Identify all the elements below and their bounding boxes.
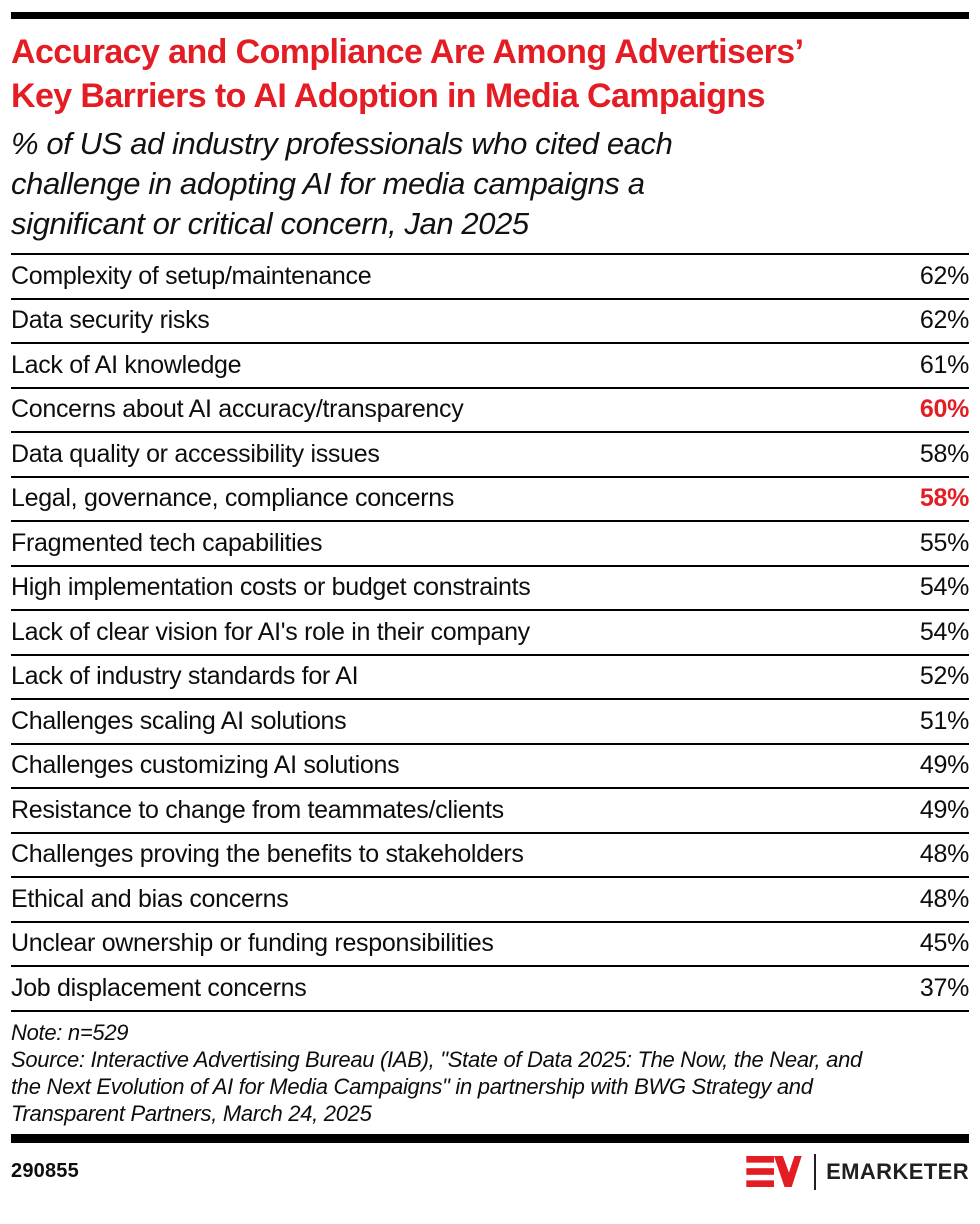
brand-wordmark: EMARKETER — [826, 1158, 969, 1184]
row-label: High implementation costs or budget cons… — [11, 573, 531, 602]
emarketer-logo: EMARKETER — [746, 1153, 969, 1190]
page-subtitle-line3: significant or critical concern, Jan 202… — [11, 206, 529, 241]
row-label: Ethical and bias concerns — [11, 884, 289, 913]
row-value: 49% — [919, 795, 969, 824]
table-row: Data security risks 62% — [11, 300, 969, 344]
row-label: Concerns about AI accuracy/transparency — [11, 395, 464, 424]
table-row: Complexity of setup/maintenance 62% — [11, 255, 969, 300]
row-value: 45% — [919, 929, 969, 958]
row-label: Data security risks — [11, 306, 210, 335]
row-value: 58% — [919, 484, 969, 513]
page-subtitle-line2: challenge in adopting AI for media campa… — [11, 166, 645, 201]
row-value: 37% — [919, 973, 969, 1002]
row-label: Lack of clear vision for AI's role in th… — [11, 617, 530, 646]
row-label: Data quality or accessibility issues — [11, 439, 380, 468]
source-text-line1: Source: Interactive Advertising Bureau (… — [11, 1046, 862, 1072]
row-value: 54% — [919, 617, 969, 646]
row-value: 61% — [919, 350, 969, 379]
table-row: Lack of clear vision for AI's role in th… — [11, 611, 969, 656]
top-rule — [11, 12, 969, 19]
table-row: Data quality or accessibility issues 58% — [11, 433, 969, 478]
table-row: Challenges scaling AI solutions 51% — [11, 700, 969, 745]
row-label: Complexity of setup/maintenance — [11, 261, 372, 290]
bottom-rule — [11, 1133, 969, 1143]
row-value: 51% — [919, 706, 969, 735]
row-label: Lack of industry standards for AI — [11, 662, 359, 691]
row-label: Challenges proving the benefits to stake… — [11, 840, 524, 869]
row-label: Unclear ownership or funding responsibil… — [11, 929, 494, 958]
table-row: Concerns about AI accuracy/transparency … — [11, 389, 969, 433]
row-label: Challenges scaling AI solutions — [11, 706, 347, 735]
footer: 290855 EMARKETER — [11, 1153, 969, 1190]
table-row: Lack of industry standards for AI 52% — [11, 656, 969, 700]
row-value: 60% — [919, 395, 969, 424]
row-label: Resistance to change from teammates/clie… — [11, 795, 504, 824]
table-row: Unclear ownership or funding responsibil… — [11, 923, 969, 967]
table-row: Resistance to change from teammates/clie… — [11, 789, 969, 834]
page-subtitle-line1: % of US ad industry professionals who ci… — [11, 126, 673, 161]
row-label: Challenges customizing AI solutions — [11, 751, 400, 780]
page-title-line2: Key Barriers to AI Adoption in Media Cam… — [11, 77, 765, 115]
row-value: 62% — [919, 306, 969, 335]
row-value: 48% — [919, 840, 969, 869]
logo-divider — [814, 1153, 817, 1190]
row-value: 55% — [919, 528, 969, 557]
notes-block: Note: n=529 Source: Interactive Advertis… — [11, 1019, 969, 1127]
row-value: 49% — [919, 751, 969, 780]
source-text-line2: the Next Evolution of AI for Media Campa… — [11, 1073, 813, 1099]
row-label: Legal, governance, compliance concerns — [11, 484, 455, 513]
table-row: Ethical and bias concerns 48% — [11, 878, 969, 923]
row-label: Lack of AI knowledge — [11, 350, 242, 379]
table-row: Legal, governance, compliance concerns 5… — [11, 478, 969, 522]
table-row: Job displacement concerns 37% — [11, 967, 969, 1012]
em-monogram-icon — [746, 1156, 802, 1187]
page-title: Accuracy and Compliance Are Among Advert… — [11, 30, 969, 118]
chart-id: 290855 — [11, 1160, 79, 1182]
row-value: 52% — [919, 662, 969, 691]
page-title-line1: Accuracy and Compliance Are Among Advert… — [11, 33, 804, 71]
row-label: Job displacement concerns — [11, 973, 307, 1002]
row-label: Fragmented tech capabilities — [11, 528, 323, 557]
barrier-table: Complexity of setup/maintenance 62% Data… — [11, 253, 969, 1012]
table-row: Challenges proving the benefits to stake… — [11, 834, 969, 878]
source-text-line3: Transparent Partners, March 24, 2025 — [11, 1100, 372, 1126]
table-row: High implementation costs or budget cons… — [11, 567, 969, 611]
row-value: 62% — [919, 261, 969, 290]
page-subtitle: % of US ad industry professionals who ci… — [11, 124, 969, 244]
table-row: Challenges customizing AI solutions 49% — [11, 745, 969, 789]
row-value: 48% — [919, 884, 969, 913]
note-text: Note: n=529 — [11, 1019, 129, 1045]
row-value: 54% — [919, 573, 969, 602]
table-row: Fragmented tech capabilities 55% — [11, 522, 969, 567]
table-row: Lack of AI knowledge 61% — [11, 344, 969, 389]
row-value: 58% — [919, 439, 969, 468]
